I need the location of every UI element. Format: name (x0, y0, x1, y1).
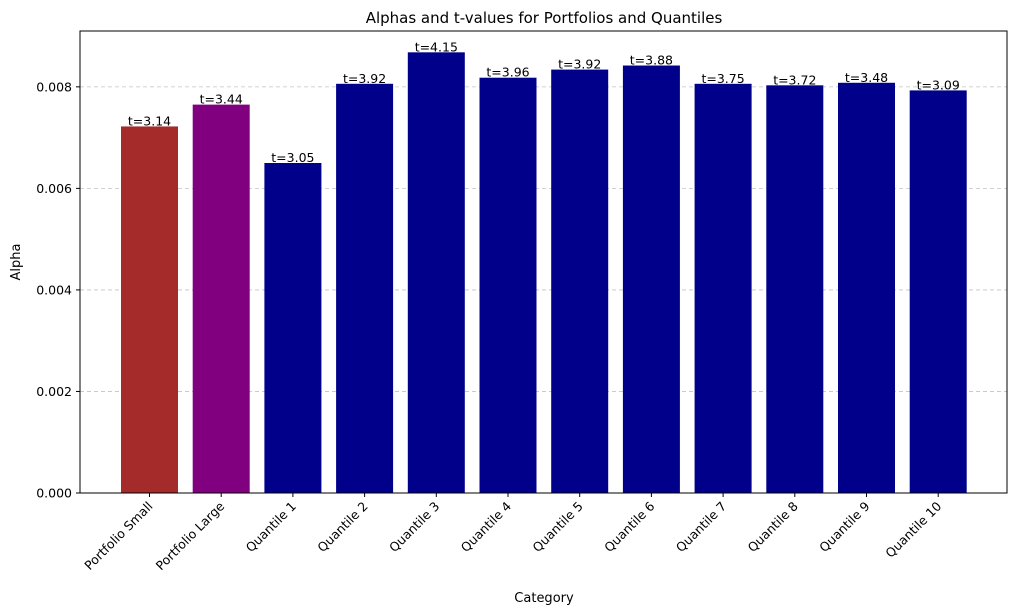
x-tick-label: Quantile 1 (243, 499, 299, 555)
x-tick-label: Portfolio Small (81, 499, 155, 573)
bar-value-label: t=3.14 (128, 113, 171, 128)
bar-value-label: t=3.44 (200, 92, 243, 107)
bar-value-label: t=3.09 (917, 77, 960, 92)
x-tick-label: Quantile 6 (601, 498, 657, 554)
bar (694, 83, 752, 494)
y-tick-label: 0.000 (36, 486, 72, 501)
y-tick-label: 0.006 (36, 181, 72, 196)
bar-value-label: t=3.92 (343, 71, 386, 86)
bar (909, 90, 967, 494)
bar-value-label: t=3.92 (558, 57, 601, 72)
bar-value-label: t=3.75 (701, 71, 744, 86)
y-tick-label: 0.008 (36, 79, 72, 94)
x-tick-label: Quantile 3 (386, 499, 442, 555)
bar-value-label: t=3.96 (486, 65, 529, 80)
x-tick-label: Quantile 7 (673, 499, 729, 555)
bar-value-label: t=3.88 (630, 53, 673, 68)
bar (766, 85, 824, 494)
bar-value-label: t=3.72 (773, 72, 816, 87)
bar (622, 65, 680, 494)
chart-title: Alphas and t-values for Portfolios and Q… (366, 9, 723, 27)
bars (121, 52, 967, 494)
y-axis-label: Alpha (9, 244, 24, 281)
y-tick-label: 0.004 (36, 282, 72, 297)
bar-value-label: t=4.15 (415, 39, 458, 54)
bar (551, 69, 609, 493)
bar (838, 82, 895, 494)
bar-value-label: t=3.48 (845, 70, 888, 85)
bar (192, 104, 250, 493)
x-axis-label: Category (514, 591, 574, 606)
x-tick-label: Quantile 5 (529, 499, 585, 555)
y-tick-label: 0.002 (36, 384, 72, 399)
bar-value-label: t=3.05 (271, 150, 314, 165)
bar-labels: t=3.14 t=3.44 t=3.05 t=3.92 t=4.15 t=3.96 t=3.… (128, 39, 960, 165)
bar (264, 163, 322, 493)
x-tick-label: Quantile 4 (458, 498, 514, 554)
bar (479, 77, 537, 493)
bar (336, 83, 394, 494)
y-axis: 0.000 0.002 0.004 0.006 0.008 (36, 79, 80, 501)
x-tick-label: Quantile 2 (314, 499, 370, 555)
x-tick-label: Quantile 9 (816, 498, 872, 554)
bar (407, 52, 465, 493)
plot-frame (79, 30, 1008, 494)
x-tick-label: Quantile 8 (744, 498, 800, 554)
x-tick-label: Portfolio Large (153, 498, 228, 573)
x-tick-label: Quantile 10 (882, 498, 944, 560)
bar (121, 126, 178, 493)
